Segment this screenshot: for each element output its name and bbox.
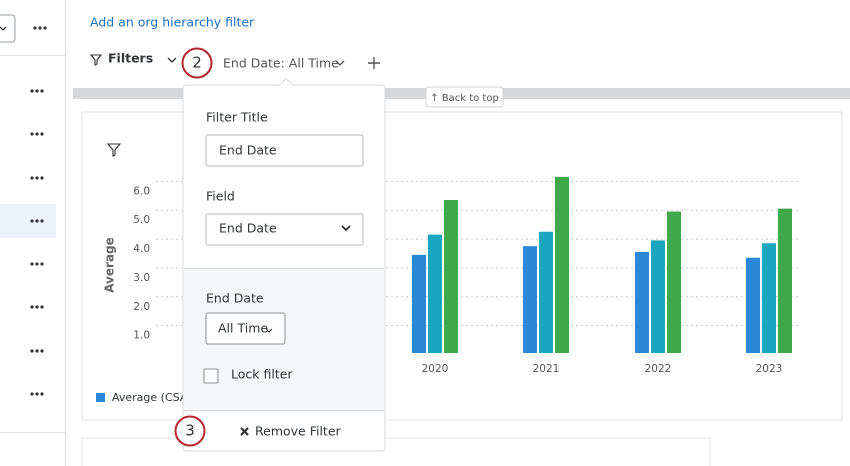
y-tick-label: 1.0 [133, 330, 150, 342]
dot [33, 26, 37, 30]
step-number: 3 [185, 422, 195, 440]
chevron[interactable] [167, 57, 177, 63]
bar [667, 211, 681, 353]
back-to-top-label: ↑ Back to top [430, 93, 499, 104]
remove-icon [240, 427, 249, 436]
dot [40, 349, 44, 353]
chevron [335, 60, 345, 66]
dot [30, 89, 34, 93]
x-tick-label: 2022 [645, 363, 672, 375]
dot [40, 305, 44, 309]
dot [35, 305, 39, 309]
input-value: End Date [219, 143, 277, 158]
field-label: Field [206, 189, 235, 204]
y-tick-label: 5.0 [133, 214, 150, 226]
plot: 1.0 2.0 3.0 4.0 5.0 6.0 2020 2021 2022 2023 [133, 176, 800, 375]
x-tick-label: 2023 [756, 363, 783, 375]
y-tick-label: 2.0 [133, 301, 150, 313]
dot [30, 392, 34, 396]
menu-dots [30, 26, 47, 396]
dot [30, 219, 34, 223]
dot [40, 392, 44, 396]
dot [35, 132, 39, 136]
add-icon[interactable] [368, 57, 380, 69]
dot [30, 262, 34, 266]
dot [38, 26, 42, 30]
step-number: 2 [192, 54, 202, 72]
dot [40, 176, 44, 180]
divider [0, 55, 65, 56]
text-input[interactable] [205, 134, 364, 167]
step-badge [174, 415, 206, 447]
legend-swatch [96, 393, 105, 402]
bar [778, 208, 792, 353]
dot [35, 349, 39, 353]
step-badge [181, 47, 213, 79]
dot [35, 392, 39, 396]
dot [35, 89, 39, 93]
chevron [265, 328, 273, 333]
card [81, 437, 711, 466]
dot [30, 132, 34, 136]
dot [35, 219, 39, 223]
sidebar [0, 0, 66, 466]
filter-icon [89, 54, 103, 66]
bar [635, 251, 649, 353]
chevron [341, 225, 351, 232]
select[interactable] [205, 312, 286, 345]
chart-filter-icon[interactable] [106, 143, 122, 157]
x-tick-label: 2021 [533, 363, 560, 375]
y-tick-label: 6.0 [133, 185, 150, 197]
y-tick-label: 4.0 [133, 243, 150, 255]
select-value: End Date [219, 221, 277, 236]
active-filter[interactable]: End Date: All Time [223, 56, 339, 71]
popup-arrow [277, 78, 295, 87]
chevron [0, 26, 7, 31]
add-filter-link[interactable]: Add an org hierarchy filter [90, 15, 255, 30]
dot [30, 176, 34, 180]
dot [30, 349, 34, 353]
popup-arrow-cover [279, 85, 293, 87]
sidebar-border [65, 0, 66, 466]
bar [412, 254, 426, 353]
selected-row[interactable] [0, 204, 56, 238]
dot [40, 132, 44, 136]
legend-entry: Average (CSAT [112, 391, 193, 404]
bar [762, 243, 776, 353]
bar [444, 199, 458, 353]
dot [35, 262, 39, 266]
bar [539, 231, 553, 353]
checkbox[interactable] [203, 368, 219, 384]
dot [43, 26, 47, 30]
bar [523, 246, 537, 353]
divider [184, 268, 384, 269]
bar [746, 257, 760, 353]
x-tick-label: 2020 [422, 363, 449, 375]
y-axis-label: Average [103, 237, 117, 293]
bar [428, 234, 442, 353]
field-label: Filter Title [206, 110, 268, 125]
divider [184, 410, 384, 411]
dropdown[interactable] [0, 14, 16, 43]
dot [40, 262, 44, 266]
dot [35, 176, 39, 180]
dot [30, 305, 34, 309]
bar [651, 240, 665, 353]
remove-button[interactable]: Remove Filter [255, 424, 342, 439]
checkbox-label[interactable]: Lock filter [231, 367, 293, 382]
bar [555, 176, 569, 353]
dot [40, 219, 44, 223]
field-label: End Date [206, 291, 264, 306]
back-to-top-button[interactable] [425, 86, 504, 108]
divider [0, 432, 65, 433]
dot [40, 89, 44, 93]
filters-label[interactable]: Filters [108, 51, 153, 66]
select-value: All Time [218, 321, 268, 336]
select[interactable] [205, 213, 364, 246]
y-tick-label: 3.0 [133, 272, 150, 284]
filter-popup: Filter Title End Date Field End Date End… [182, 78, 386, 452]
